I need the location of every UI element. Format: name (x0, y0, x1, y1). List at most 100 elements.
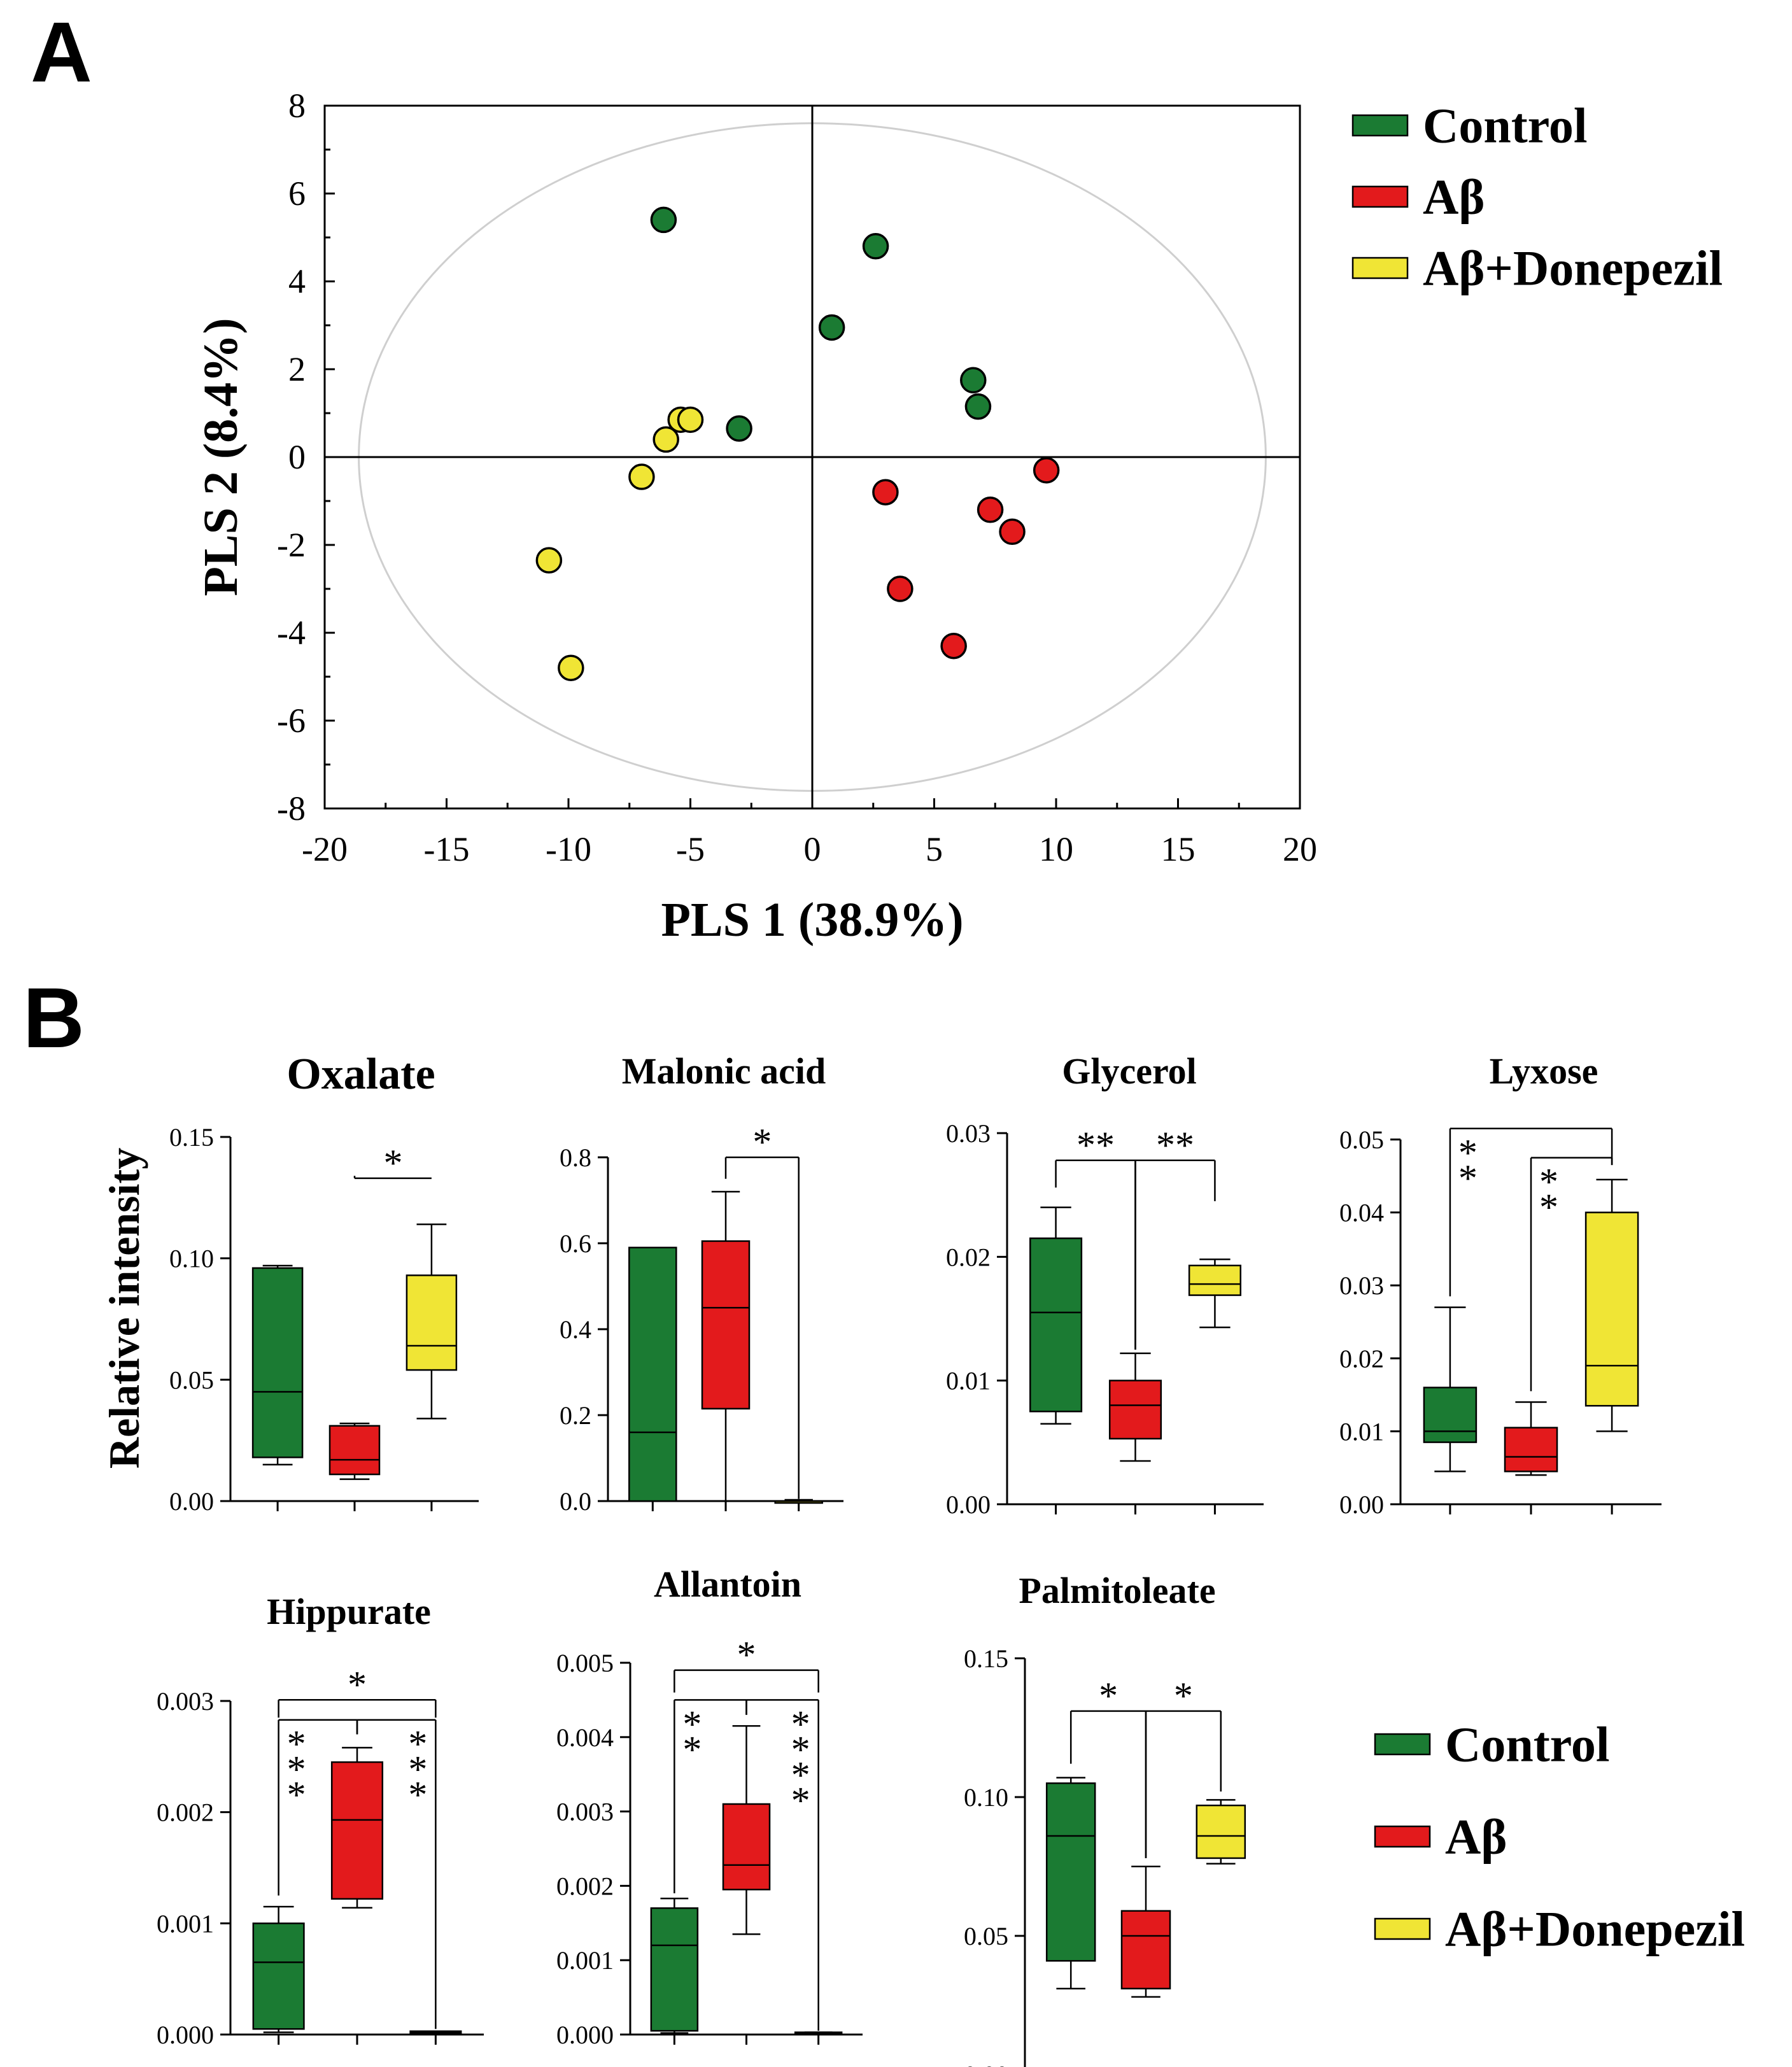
box-abeta (328, 1422, 381, 1480)
y-tick-label: 0.04 (1339, 1199, 1384, 1227)
significance-label: ** (1458, 1132, 1478, 1199)
y-tick-label: 0.002 (157, 1798, 214, 1827)
legend-label-abeta: Aβ (1445, 1809, 1507, 1865)
y-tick-label: 4 (288, 262, 306, 300)
y-tick-label: -2 (277, 526, 306, 564)
x-tick-label: 5 (926, 830, 943, 868)
boxplot-palmitoleate: Palmitoleate 0.00 0.05 0.10 0.15 * * (964, 1570, 1246, 2067)
y-tick-label: 0.003 (556, 1798, 614, 1826)
data-point-donepezil (628, 463, 655, 490)
legend-label-abeta: Aβ (1423, 169, 1485, 225)
y-tick-label: 0.00 (946, 1490, 991, 1519)
significance-bracket: * (353, 1142, 432, 1184)
y-tick-label: 0.4 (560, 1315, 591, 1344)
box-iqr (1045, 1782, 1096, 1962)
x-tick-label: 10 (1039, 830, 1073, 868)
y-tick-label: 0.02 (1339, 1344, 1384, 1373)
data-point-control (964, 393, 992, 420)
box-iqr (701, 1240, 751, 1410)
y-tick-label: 0.000 (556, 2021, 614, 2049)
plot-title: Allantoin (654, 1563, 801, 1605)
y-tick-label: 0.15 (964, 1644, 1008, 1673)
y-tick-label: 0.004 (556, 1723, 614, 1752)
y-tick-label: 0.10 (964, 1783, 1008, 1812)
x-tick-label: 0 (804, 830, 821, 868)
y-tick-label: 0.05 (964, 1922, 1008, 1951)
legend-swatch-abeta (1351, 185, 1409, 208)
plot-title: Hippurate (267, 1591, 431, 1632)
box-control (251, 1264, 304, 1466)
significance-bracket: ** (1449, 1127, 1613, 1297)
significance-bracket: * (1145, 1675, 1222, 1858)
box-donepezil (406, 1224, 458, 1420)
data-point-donepezil (535, 547, 563, 574)
legend-swatch-control (1351, 114, 1409, 137)
series-a-donepezil (535, 406, 704, 681)
box-control (1029, 1206, 1083, 1425)
box-donepezil (794, 2031, 843, 2036)
box-control (252, 1905, 305, 2033)
plot-title: Malonic acid (622, 1050, 826, 1092)
legend-swatch-donepezil (1351, 257, 1409, 279)
y-tick-label: 0 (288, 438, 306, 476)
y-tick-label: 0.000 (157, 2021, 214, 2049)
box-iqr (406, 1274, 458, 1371)
plot-title: Lyxose (1490, 1050, 1598, 1092)
x-tick-label: -10 (546, 830, 591, 868)
data-point-abeta (977, 497, 1004, 523)
box-control (1045, 1777, 1096, 1990)
data-point-donepezil (558, 654, 584, 681)
data-point-control (862, 233, 889, 260)
box-iqr (330, 1761, 384, 1900)
legend-label-donepezil: Aβ+Donepezil (1423, 241, 1723, 296)
significance-bracket: ** (674, 1699, 747, 1894)
box-iqr (1196, 1804, 1246, 1859)
series-control (650, 206, 992, 442)
series-a (872, 456, 1060, 660)
x-tick-label: -15 (424, 830, 470, 868)
significance-label: ** (1539, 1161, 1558, 1229)
significance-bracket: * (278, 1663, 437, 1718)
y-tick-label: 0.6 (560, 1229, 591, 1258)
plot-title: Palmitoleate (1019, 1570, 1215, 1611)
boxplot-malonic-acid: Malonic acid 0.0 0.2 0.4 0.6 0.8 * (560, 1050, 843, 1516)
x-tick-label: -5 (676, 830, 705, 868)
y-tick-label: 0.001 (157, 1909, 214, 1938)
y-tick-label: 0.03 (946, 1119, 991, 1148)
y-tick-label: 0.02 (946, 1243, 991, 1271)
y-axis-label-relative-intensity: Relative intensity (100, 1148, 148, 1469)
data-point-abeta (999, 518, 1026, 546)
box-donepezil (1584, 1178, 1639, 1432)
box-abeta (1504, 1401, 1558, 1476)
y-tick-label: 0.003 (157, 1687, 214, 1716)
data-point-abeta (940, 632, 967, 660)
y-tick-label: 0.00 (1339, 1490, 1384, 1519)
y-tick-label: 0.03 (1339, 1271, 1384, 1300)
data-point-abeta (1033, 456, 1060, 484)
significance-label: * (752, 1121, 772, 1163)
y-tick-label: 0.05 (1339, 1125, 1384, 1154)
data-point-control (650, 206, 677, 234)
y-tick-label: 0.01 (946, 1367, 991, 1395)
box-iqr (1120, 1910, 1171, 1990)
significance-label: * (1174, 1675, 1193, 1717)
box-iqr (1504, 1427, 1558, 1472)
box-control (1423, 1306, 1478, 1472)
y-tick-label: 0.002 (556, 1872, 614, 1900)
box-donepezil (1196, 1799, 1246, 1865)
significance-bracket: * * * (278, 1719, 358, 1896)
legend-panel-a: Control Aβ Aβ+Donepezil (1351, 98, 1723, 296)
x-tick-label: 15 (1161, 830, 1196, 868)
significance-label: * * * (408, 1723, 427, 1816)
y-tick-label: 0.05 (169, 1365, 214, 1394)
data-point-abeta (872, 479, 899, 505)
significance-bracket: * (674, 1634, 819, 1693)
data-point-donepezil (677, 406, 704, 434)
y-tick-label: 2 (288, 350, 306, 388)
y-tick-label: 0.0 (560, 1487, 591, 1516)
box-abeta (722, 1725, 771, 1935)
